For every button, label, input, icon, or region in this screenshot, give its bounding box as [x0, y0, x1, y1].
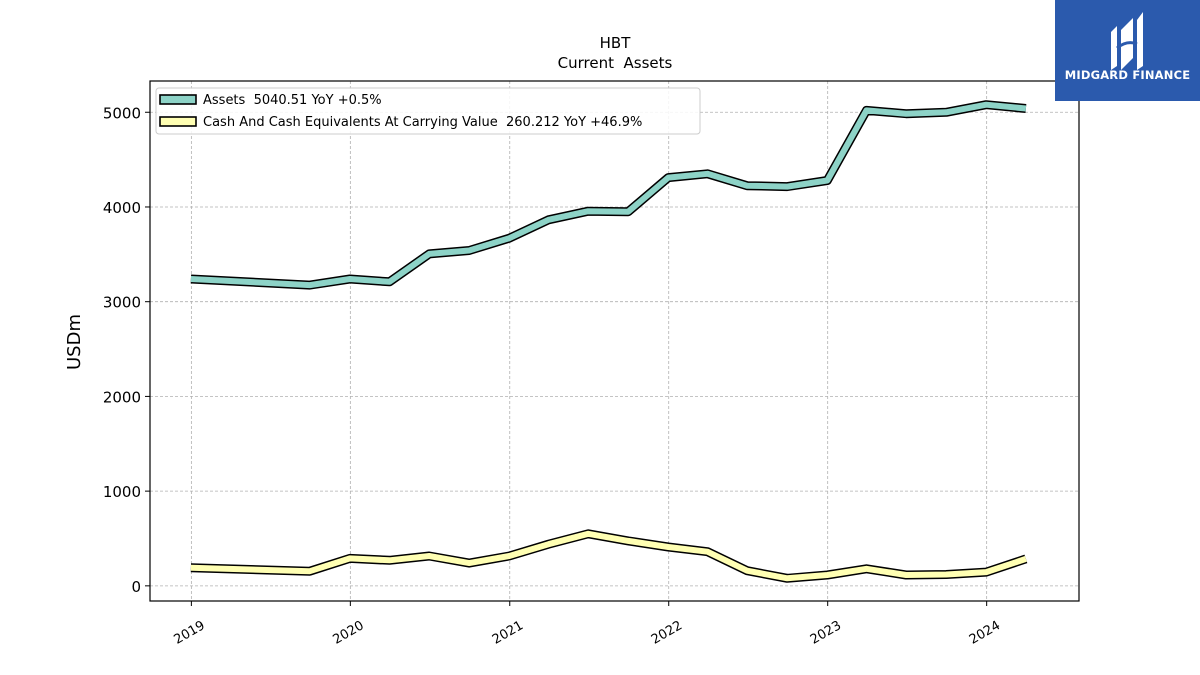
y-tick-label: 4000 [103, 199, 141, 217]
series-line-assets [190, 101, 1027, 289]
legend-swatch-cash [159, 116, 197, 127]
legend-box [155, 87, 701, 135]
legend-label-assets: Assets 5040.51 YoY +0.5% [203, 93, 382, 108]
y-tick-label: 1000 [103, 483, 141, 501]
logo-text: MIDGARD FINANCE [1064, 68, 1191, 82]
plot-frame [149, 80, 1080, 602]
brand-logo: MIDGARD FINANCE [1055, 0, 1200, 101]
y-tick-label: 2000 [103, 388, 141, 406]
series-lines [190, 100, 1028, 583]
x-tick-label: 2019 [172, 618, 208, 648]
series-line-cash [190, 530, 1027, 582]
legend-label-cash: Cash And Cash Equivalents At Carrying Va… [203, 115, 642, 130]
x-tick-label: 2024 [967, 618, 1003, 648]
legend: Assets 5040.51 YoY +0.5% Cash And Cash E… [155, 87, 701, 135]
chart-subtitle: Current Assets [558, 54, 673, 72]
legend-swatch-assets [159, 94, 197, 105]
y-axis-label: USDm [64, 314, 85, 370]
y-tick-label: 3000 [103, 294, 141, 312]
logo-mark-icon [1111, 12, 1143, 70]
x-tick-label: 2022 [649, 618, 685, 648]
x-tick-label: 2021 [490, 618, 526, 648]
y-tick-label: 5000 [103, 104, 141, 122]
grid [150, 81, 1079, 601]
x-tick-label: 2020 [331, 618, 367, 648]
chart-title: HBT [600, 34, 632, 52]
y-tick-label: 0 [131, 578, 141, 596]
x-axis-ticks: 2019 2020 2021 2022 2023 2024 [172, 601, 1003, 648]
x-tick-label: 2023 [808, 618, 844, 648]
y-axis-ticks: 0 1000 2000 3000 4000 5000 [103, 104, 150, 596]
